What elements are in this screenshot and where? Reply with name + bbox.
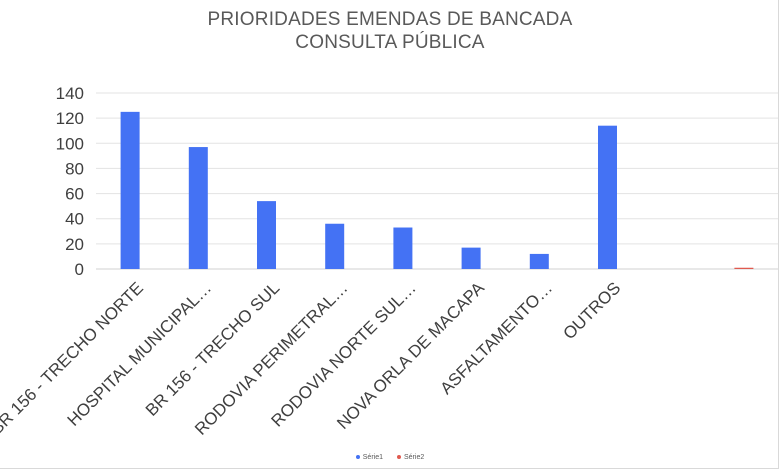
y-tick-label: 60 xyxy=(65,185,84,204)
legend-label-serie2: Série2 xyxy=(404,453,425,461)
legend-swatch-serie1 xyxy=(355,455,360,459)
y-tick-label: 120 xyxy=(56,109,84,128)
y-tick-label: 100 xyxy=(56,134,84,153)
bar-1-5 xyxy=(461,247,481,269)
gridlines xyxy=(96,92,778,270)
bar-2-9 xyxy=(734,267,754,269)
legend: Série1 Série2 xyxy=(0,450,780,464)
y-tick-label: 40 xyxy=(65,210,84,229)
y-tick-label: 20 xyxy=(65,235,84,254)
x-tick-label: ASFALTAMENTO… xyxy=(436,278,556,398)
bar-1-6 xyxy=(529,253,549,269)
x-tick-label: BR 156 - TRECHO SUL xyxy=(142,278,283,419)
y-tick-label: 0 xyxy=(75,260,84,279)
y-axis-ticks: 0 20 40 60 80 100 120 140 xyxy=(56,84,84,279)
bar-1-3 xyxy=(325,223,345,269)
y-tick-label: 80 xyxy=(65,159,84,178)
bar-1-7 xyxy=(598,125,617,269)
bar-1-1 xyxy=(188,147,208,269)
y-tick-label: 140 xyxy=(56,84,84,103)
chart-title: PRIORIDADES EMENDAS DE BANCADA CONSULTA … xyxy=(0,8,780,54)
bar-1-2 xyxy=(257,201,276,269)
x-tick-label: HOSPITAL MUNICIPAL… xyxy=(64,278,215,429)
chart-title-line-2: CONSULTA PÚBLICA xyxy=(295,32,485,53)
legend-item-serie1: Série1 xyxy=(355,453,383,461)
legend-swatch-serie2 xyxy=(397,455,401,459)
bars xyxy=(120,111,754,269)
bar-1-0 xyxy=(120,111,140,269)
legend-item-serie2: Série2 xyxy=(397,454,424,461)
x-tick-label: OUTROS xyxy=(559,278,624,343)
x-tick-label: RODOVIA NORTE SUL… xyxy=(268,278,420,430)
legend-label-serie1: Série1 xyxy=(362,453,383,461)
chart-title-line-1: PRIORIDADES EMENDAS DE BANCADA xyxy=(207,9,573,30)
bar-1-4 xyxy=(393,227,413,269)
